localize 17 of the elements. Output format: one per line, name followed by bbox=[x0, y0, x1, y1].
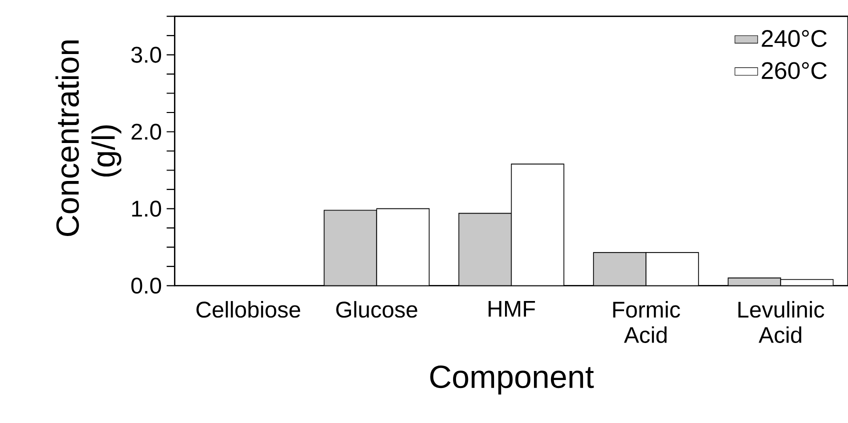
y-tick-label: 3.0 bbox=[131, 46, 162, 63]
bar bbox=[593, 252, 646, 286]
x-tick-label: Glucose bbox=[336, 301, 418, 318]
x-axis-title: Component bbox=[430, 366, 594, 394]
bar bbox=[728, 278, 782, 286]
y-tick-label: 1.0 bbox=[132, 200, 162, 217]
x-tick-label: Formic Acid bbox=[613, 301, 680, 344]
y-axis-title: Concentration (g/l) bbox=[55, 40, 122, 236]
y-tick-label: 0.0 bbox=[131, 278, 162, 294]
y-tick-label: 2.0 bbox=[132, 124, 162, 140]
legend-label: 260°C bbox=[762, 62, 827, 80]
x-tick-label: HMF bbox=[488, 301, 535, 317]
bar bbox=[324, 210, 378, 286]
x-tick-label: Levulinic Acid bbox=[738, 301, 824, 344]
bar bbox=[458, 212, 512, 286]
x-tick-label: Cellobiose bbox=[196, 301, 300, 318]
legend-label: 240°C bbox=[762, 30, 827, 47]
